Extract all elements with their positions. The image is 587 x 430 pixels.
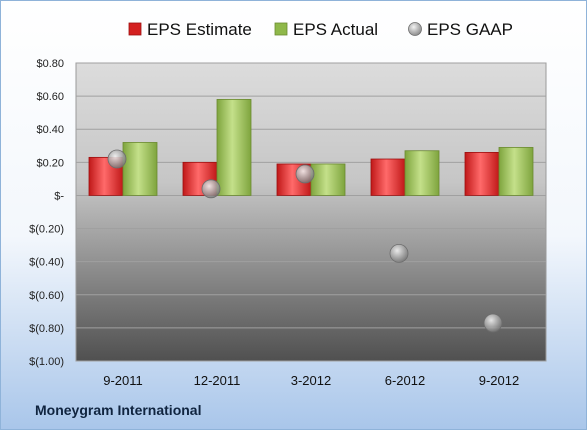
y-tick-label: $(1.00) xyxy=(29,356,64,368)
legend-label: EPS Estimate xyxy=(147,20,252,39)
eps-actual-bar xyxy=(310,163,346,196)
y-tick-label: $- xyxy=(54,190,64,202)
x-tick-label: 9-2012 xyxy=(479,373,519,388)
eps-gaap-point xyxy=(107,149,127,169)
y-tick-label: $0.20 xyxy=(36,157,64,169)
legend: EPS Estimate EPS Actual EPS GAAP xyxy=(128,20,513,39)
legend-swatch xyxy=(274,22,288,36)
eps-gaap-point xyxy=(295,164,315,184)
x-tick-label: 12-2011 xyxy=(194,373,241,388)
eps-estimate-bar xyxy=(464,151,500,196)
eps-estimate-bar xyxy=(370,158,406,196)
y-tick-label: $0.60 xyxy=(36,91,64,103)
y-tick-label: $0.40 xyxy=(36,124,64,136)
y-tick-label: $(0.40) xyxy=(29,257,64,269)
eps-gaap-point xyxy=(201,179,221,199)
y-tick-label: $0.80 xyxy=(36,58,64,70)
y-tick-label: $(0.80) xyxy=(29,323,64,335)
legend-swatch xyxy=(128,22,142,36)
x-tick-label: 3-2012 xyxy=(291,373,331,388)
eps-actual-bar xyxy=(122,142,158,196)
plot-area xyxy=(75,62,547,362)
eps-actual-bar xyxy=(216,99,252,196)
legend-swatch xyxy=(408,22,422,36)
legend-label: EPS GAAP xyxy=(427,20,513,39)
eps-gaap-point xyxy=(483,313,503,333)
eps-actual-bar xyxy=(498,147,534,196)
eps-actual-bar xyxy=(404,150,440,196)
eps-gaap-point xyxy=(389,243,409,263)
y-tick-label: $(0.60) xyxy=(29,290,64,302)
legend-label: EPS Actual xyxy=(293,20,378,39)
eps-estimate-bar xyxy=(182,161,218,196)
y-tick-label: $(0.20) xyxy=(29,224,64,236)
company-name: Moneygram International xyxy=(35,402,202,418)
x-tick-label: 6-2012 xyxy=(385,373,425,388)
x-tick-label: 9-2011 xyxy=(103,373,143,388)
